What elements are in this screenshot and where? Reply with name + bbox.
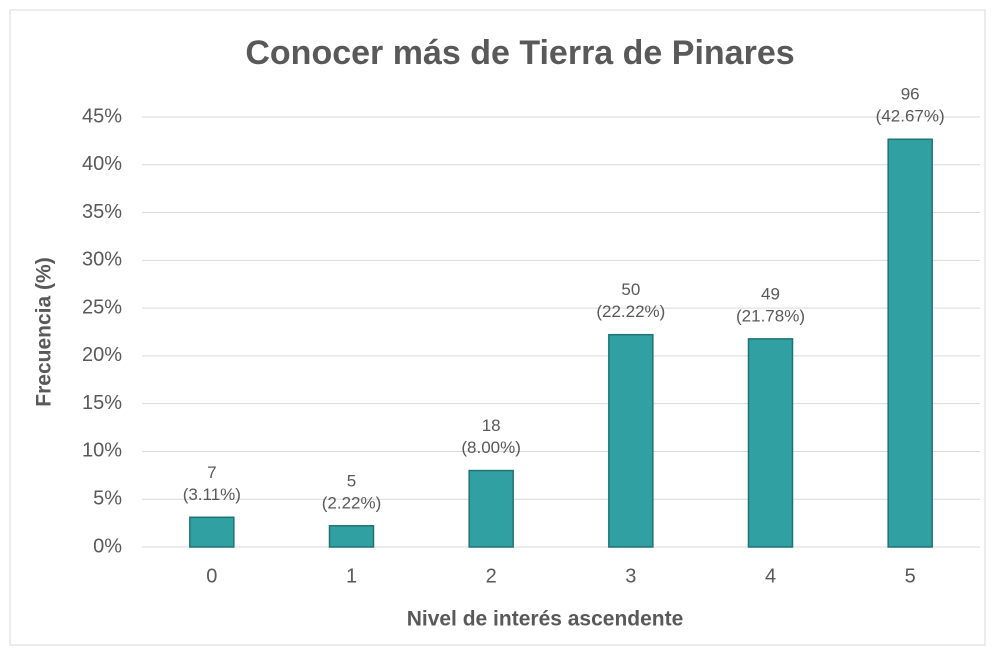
y-tick-label: 15% (82, 392, 122, 414)
x-tick-label: 0 (206, 565, 217, 587)
x-tick-label: 2 (486, 565, 497, 587)
y-tick-label: 25% (82, 296, 122, 318)
data-label-count: 96 (901, 85, 920, 104)
x-tick-label: 5 (905, 565, 916, 587)
y-axis-label: Frecuencia (%) (33, 257, 56, 406)
y-tick-label: 40% (82, 153, 122, 175)
bar (608, 333, 654, 548)
y-tick-label: 10% (82, 440, 122, 462)
y-tick-label: 35% (82, 201, 122, 223)
y-tick-label: 0% (93, 535, 122, 557)
y-tick-label: 30% (82, 249, 122, 271)
data-label: (22.22%) (596, 302, 665, 321)
data-label-count: 49 (761, 284, 780, 303)
data-label: (3.11%) (183, 485, 241, 504)
x-tick-label: 1 (346, 565, 357, 587)
data-label-count: 50 (621, 280, 640, 299)
y-tick-label: 5% (93, 488, 122, 510)
chart-title: Conocer más de Tierra de Pinares (245, 34, 794, 72)
bar (328, 525, 375, 548)
data-label: (21.78%) (736, 306, 805, 325)
bar (468, 469, 514, 548)
x-tick-label: 4 (765, 565, 776, 587)
x-axis-label: Nivel de interés ascendente (407, 608, 684, 631)
data-label-count: 5 (347, 471, 356, 490)
y-tick-label: 45% (82, 105, 122, 127)
bar (189, 516, 235, 548)
x-tick-label: 3 (625, 565, 636, 587)
data-label: (42.67%) (876, 107, 945, 126)
data-label: (2.22%) (322, 493, 382, 512)
bar (747, 338, 794, 548)
bar (887, 138, 933, 548)
data-label-count: 18 (482, 416, 501, 435)
y-tick-label: 20% (82, 344, 122, 366)
data-label: (8.00%) (461, 438, 521, 457)
chart-border (9, 9, 986, 646)
data-label-count: 7 (207, 463, 216, 482)
